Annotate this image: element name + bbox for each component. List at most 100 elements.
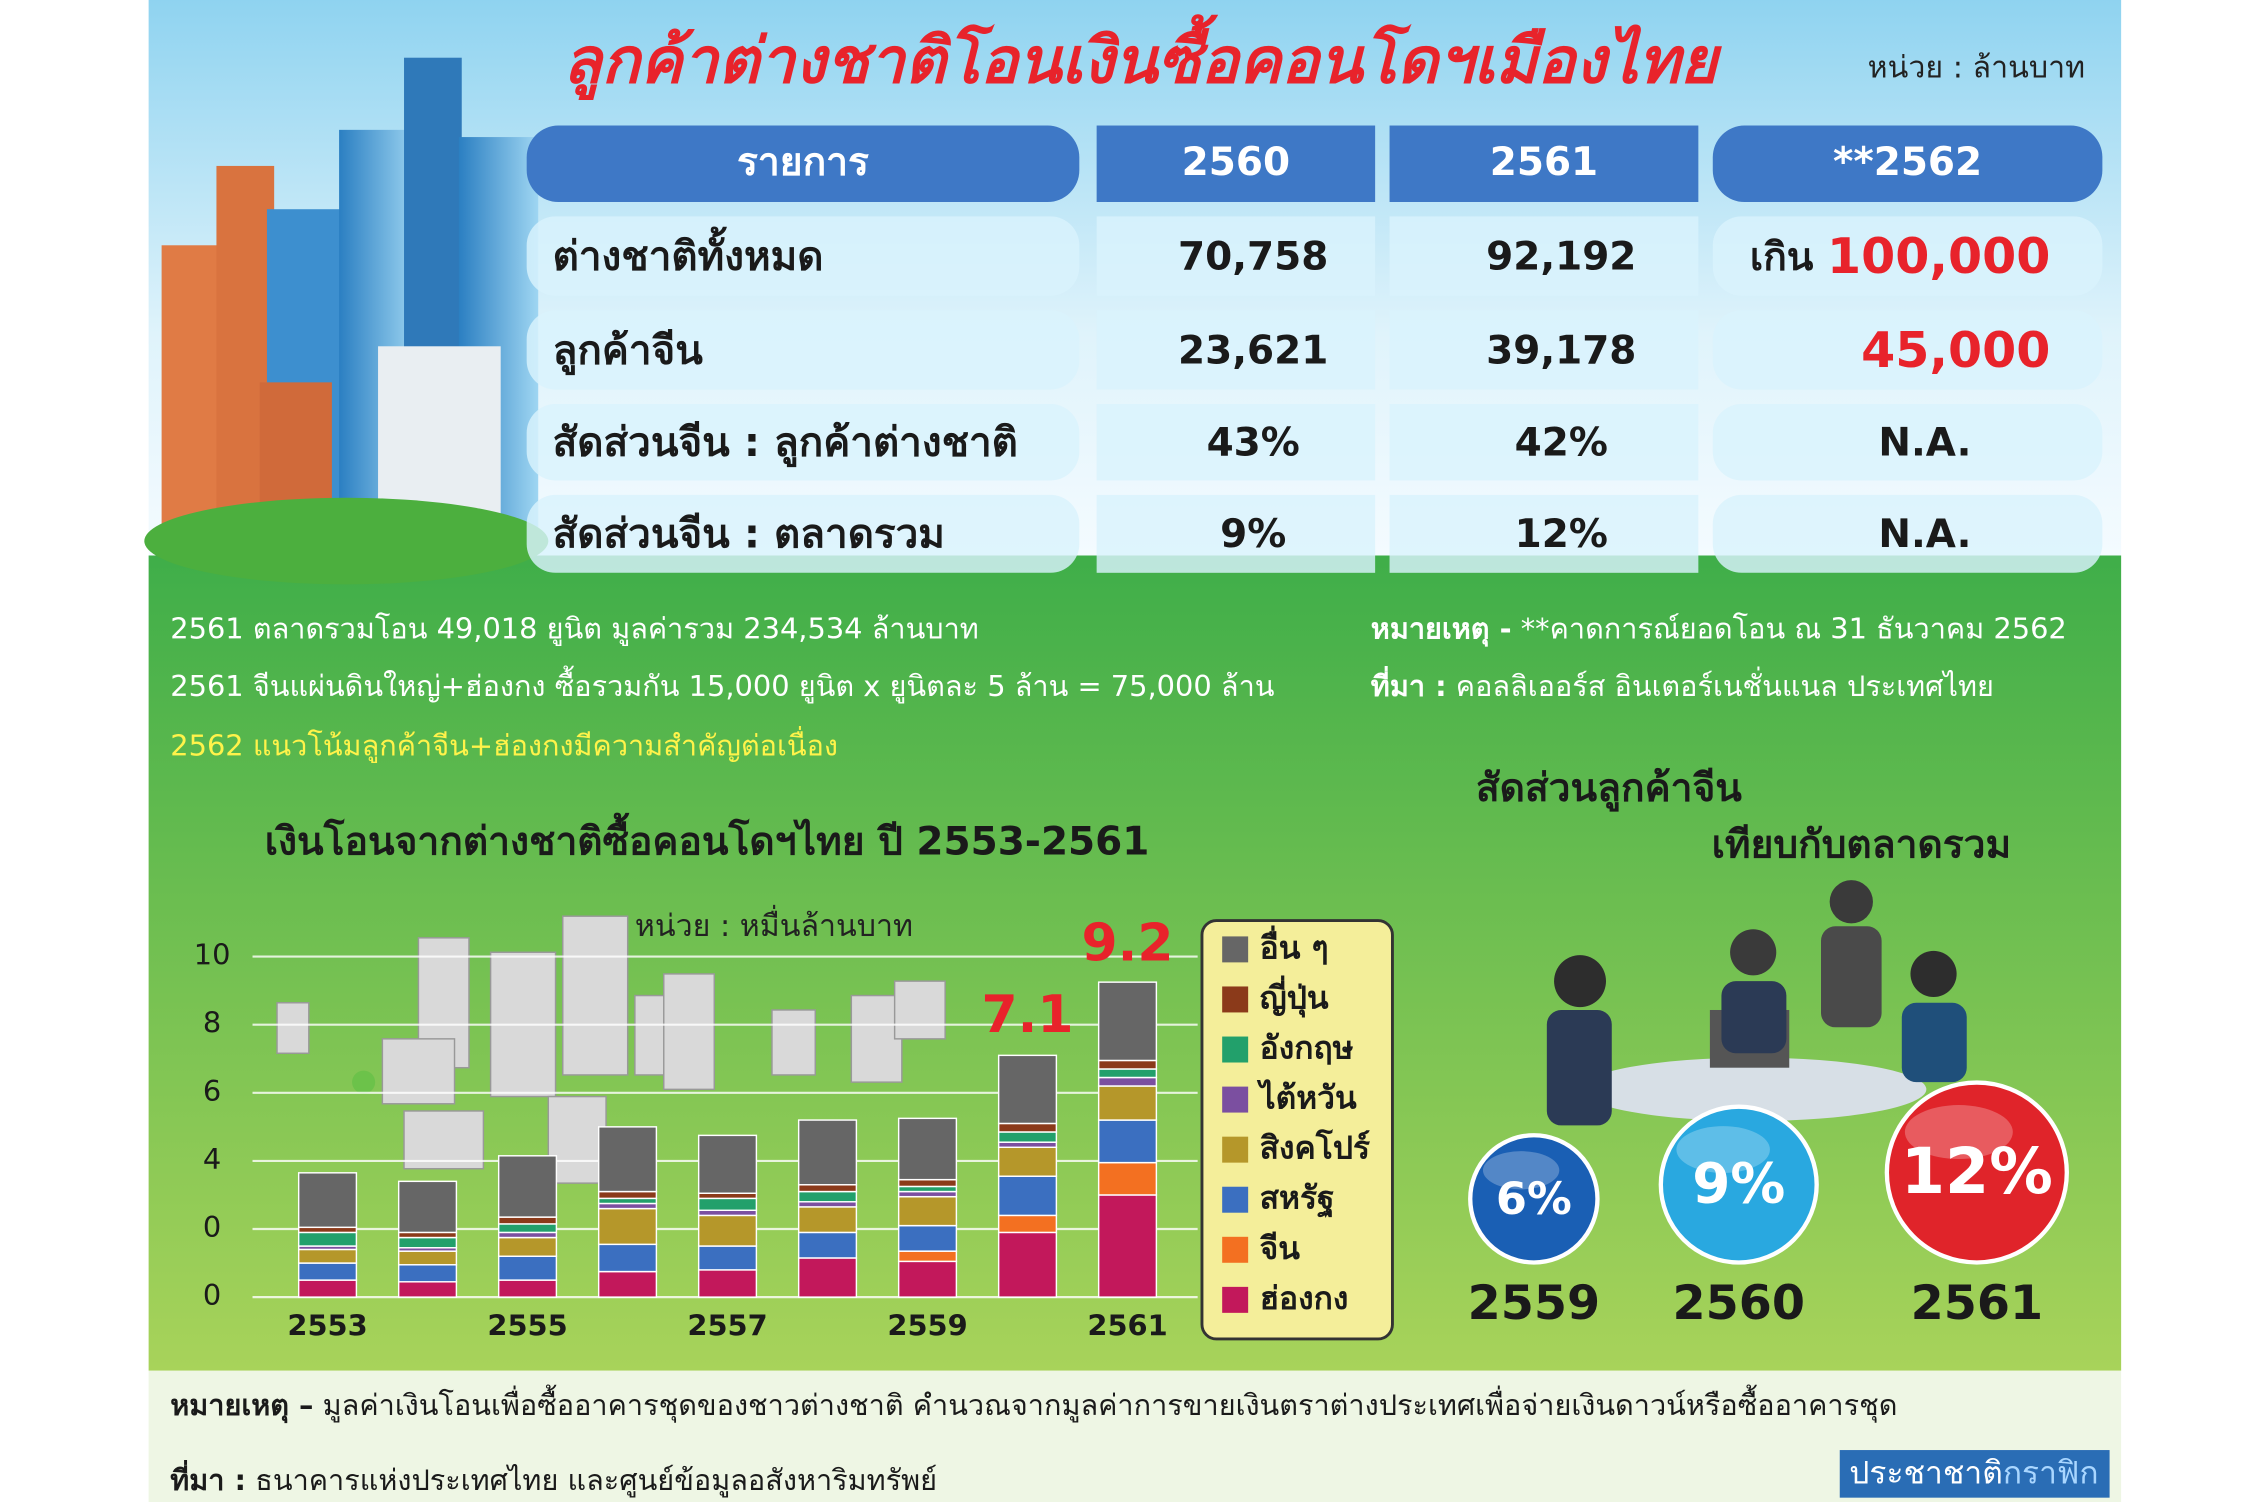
bar-segment [897, 1178, 958, 1188]
bar-segment [1097, 1161, 1158, 1196]
bar-segment [797, 1206, 858, 1234]
chart-title: สัดส่วนลูกค้าจีน [1476, 766, 1742, 812]
table-cell [1712, 310, 2103, 390]
x-tick-label: 2553 [287, 1308, 367, 1342]
remark-label: หมายเหตุ - [1371, 612, 1512, 647]
remark-text: **คาดการณ์ยอดโอน ณ 31 ธันวาคม 2562 [1521, 612, 2067, 646]
header-cell [526, 125, 1080, 202]
bubble-label: 9% [1692, 1152, 1785, 1216]
bar-segment [497, 1231, 558, 1239]
footer-remark-label: หมายเหตุ – [170, 1388, 313, 1423]
cell-highlight: 45,000 [1861, 320, 2050, 378]
title: ลูกค้าต่างชาติโอนเงินซื้อคอนโดฯเมืองไทย [563, 14, 1722, 101]
bar-segment [1097, 1059, 1158, 1070]
footer-remark-text: มูลค่าเงินโอนเพื่อซื้ออาคารชุดของชาวต่าง… [323, 1384, 1898, 1423]
bar-segment [297, 1262, 358, 1281]
bar-segment [897, 1117, 958, 1181]
header-text: รายการ [737, 140, 869, 185]
bar-segment [397, 1231, 458, 1239]
header-cell [1096, 125, 1376, 202]
bubble-year: 2561 [1911, 1276, 2044, 1331]
remark: หมายเหตุ - **คาดการณ์ยอดโอน ณ 31 ธันวาคม… [1371, 612, 2067, 647]
bar-segment [297, 1231, 358, 1247]
bar-segment [797, 1119, 858, 1186]
legend-box [1200, 919, 1394, 1341]
bar-segment [397, 1236, 458, 1249]
table-cell [1096, 216, 1376, 296]
bubble-year: 2560 [1672, 1276, 1805, 1331]
table-cell [1096, 310, 1376, 390]
table-cell [1389, 216, 1699, 296]
bubble [1884, 1080, 2069, 1265]
row-label: ลูกค้าจีน [553, 326, 704, 376]
bar-segment [1097, 1068, 1158, 1079]
header-cell [1389, 125, 1699, 202]
legend-swatch [1222, 1186, 1249, 1213]
bar-segment [297, 1226, 358, 1234]
legend-label: สิงคโปร์ [1260, 1129, 1370, 1167]
bar-segment [297, 1248, 358, 1264]
footer-remark: หมายเหตุ – มูลค่าเงินโอนเพื่อซื้ออาคารชุ… [170, 1384, 1897, 1423]
cell-value: 23,621 [1178, 328, 1328, 373]
table-cell [1096, 403, 1376, 481]
table-cell [1712, 494, 2103, 573]
bar-segment [497, 1223, 558, 1234]
bubble-year: 2559 [1468, 1276, 1601, 1331]
y-tick-label: 6 [203, 1074, 221, 1108]
city-illustration [144, 57, 549, 585]
bubble-gloss [1676, 1126, 1770, 1173]
bar-segment [797, 1190, 858, 1203]
cell-value: 92,192 [1486, 234, 1636, 279]
legend-label: จีน [1259, 1231, 1300, 1267]
y-tick-label: 4 [203, 1142, 221, 1176]
bar-segment [997, 1175, 1058, 1217]
table-cell [1712, 403, 2103, 481]
header-text: **2562 [1833, 140, 1982, 185]
cell-value: 12% [1515, 512, 1608, 557]
footer: หมายเหตุ – มูลค่าเงินโอนเพื่อซื้ออาคารชุ… [170, 1384, 2110, 1498]
bubble-chart: สัดส่วนลูกค้าจีน เทียบกับตลาดรวม 6% 2559 9… [1468, 766, 2069, 1331]
cell-value: 9% [1220, 512, 1286, 557]
chart-title: เทียบกับตลาดรวม [1712, 822, 2012, 867]
bar-segment [697, 1192, 758, 1200]
highlight-cell: 45,000 [1861, 320, 2050, 378]
table-cell [1389, 403, 1699, 481]
stacked-bar-chart: เงินโอนจากต่างชาติซื้อคอนโดฯไทย ปี 2553-… [194, 813, 1394, 1342]
bar-segment [1097, 1085, 1158, 1121]
table-cell [1389, 310, 1699, 390]
footer-source-text: ธนาคารแห่งประเทศไทย และศูนย์ข้อมูลอสังหา… [255, 1463, 937, 1498]
bar-segment [297, 1279, 358, 1298]
header-cell [1712, 125, 2103, 202]
bubble-label: 12% [1901, 1134, 2053, 1208]
bar-segment [797, 1257, 858, 1298]
row-label: ต่างชาติทั้งหมด [553, 226, 824, 280]
table-cell [1389, 494, 1699, 573]
bar-segment [497, 1236, 558, 1257]
bubble-label: 6% [1496, 1172, 1572, 1225]
bar-segment [697, 1134, 758, 1194]
source-label: ที่มา : [1371, 665, 1447, 703]
note-line: 2561 จีนแผ่นดินใหญ่+ฮ่องกง ซื้อรวมกัน 15… [170, 665, 1274, 704]
legend-swatch [1222, 936, 1249, 963]
table-cell [1712, 216, 2103, 296]
bar-segment [897, 1250, 958, 1263]
bar-segment [797, 1184, 858, 1193]
bar-segment [697, 1269, 758, 1298]
bar-segment [997, 1231, 1058, 1298]
bar-segment [897, 1190, 958, 1198]
x-tick-label: 2559 [887, 1308, 967, 1342]
legend-label: ฮ่องกง [1260, 1281, 1349, 1317]
table-cell [526, 403, 1080, 481]
footer-source-label: ที่มา : [170, 1459, 246, 1497]
legend-swatch [1222, 1286, 1249, 1313]
legend-label: ไต้หวัน [1257, 1079, 1357, 1117]
legend-swatch [1222, 1086, 1249, 1113]
bar-segment [697, 1209, 758, 1217]
table-cell [1096, 494, 1376, 573]
bar-segment [597, 1202, 658, 1210]
bar-segment [997, 1054, 1058, 1125]
cell-value: 39,178 [1486, 328, 1636, 373]
bar-segment [397, 1281, 458, 1298]
bar-segment [797, 1201, 858, 1208]
bar-segment [697, 1214, 758, 1247]
